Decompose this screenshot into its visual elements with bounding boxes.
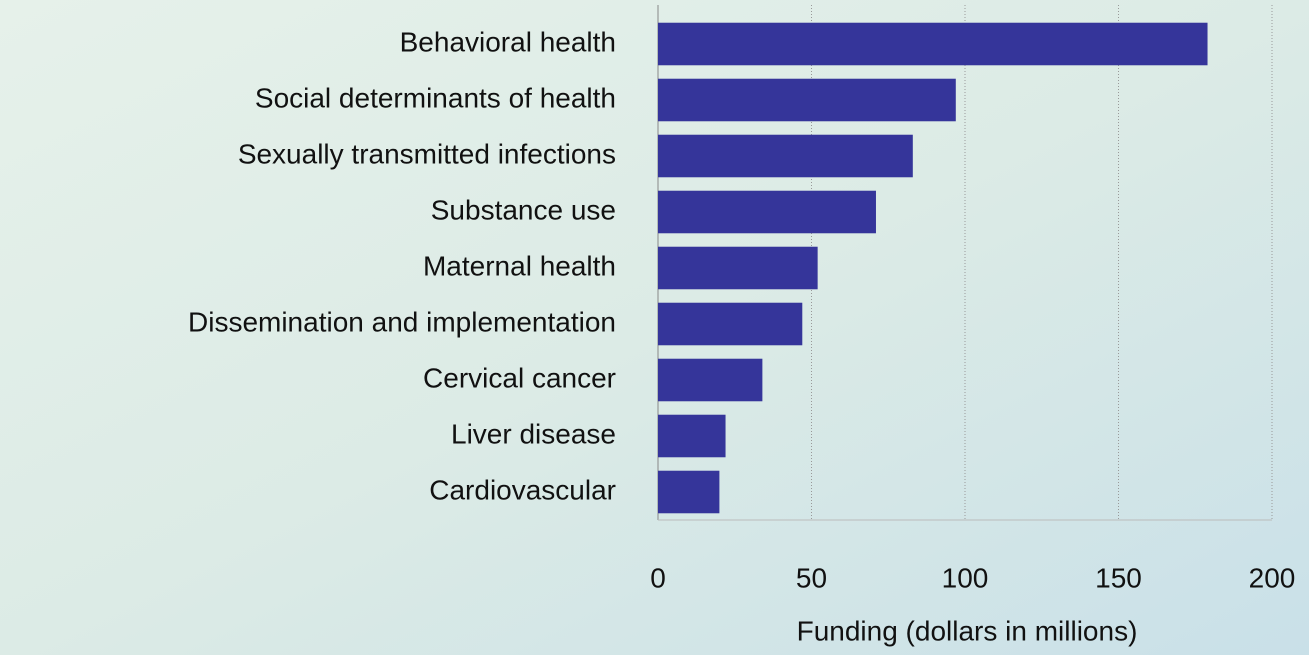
x-tick-label: 150 — [1095, 562, 1142, 593]
bar — [658, 302, 803, 346]
y-tick-label: Cervical cancer — [423, 362, 616, 393]
y-tick-label: Liver disease — [451, 418, 616, 449]
x-axis-label: Funding (dollars in millions) — [797, 615, 1138, 646]
bar — [658, 470, 720, 514]
bar — [658, 246, 818, 290]
bar — [658, 358, 763, 402]
x-tick-label: 100 — [942, 562, 989, 593]
y-tick-label: Cardiovascular — [429, 474, 616, 505]
x-tick-label: 50 — [796, 562, 827, 593]
y-tick-label: Social determinants of health — [255, 82, 616, 113]
y-tick-label: Dissemination and implementation — [188, 306, 616, 337]
bar — [658, 190, 876, 234]
bar — [658, 22, 1208, 66]
x-tick-label: 0 — [650, 562, 666, 593]
y-tick-label: Sexually transmitted infections — [238, 138, 616, 169]
bar — [658, 414, 726, 458]
bar — [658, 134, 913, 178]
y-tick-label: Substance use — [431, 194, 616, 225]
y-tick-label: Behavioral health — [400, 26, 616, 57]
x-tick-label: 200 — [1249, 562, 1296, 593]
y-tick-label: Maternal health — [423, 250, 616, 281]
bar — [658, 78, 956, 122]
